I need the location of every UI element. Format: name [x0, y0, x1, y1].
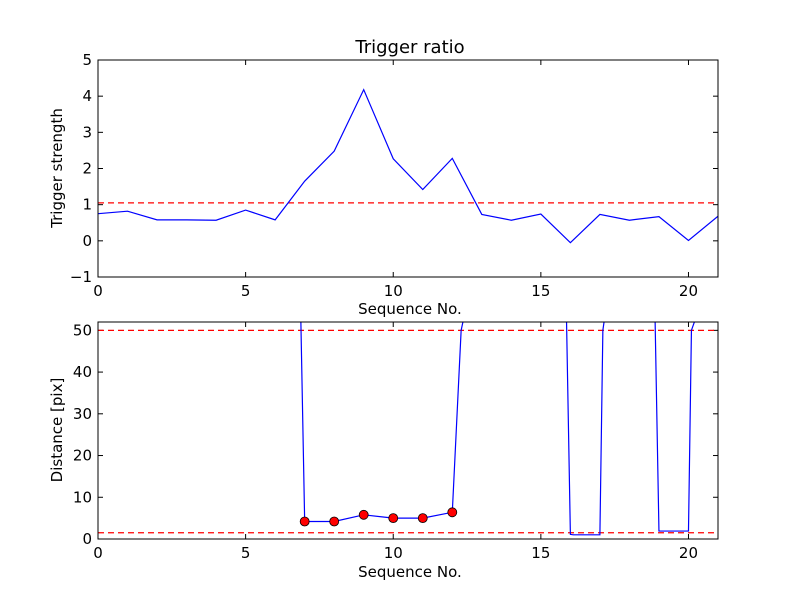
plot-area [98, 88, 718, 244]
y-tick-label: 40 [73, 363, 92, 381]
data-point [388, 513, 399, 524]
y-tick-label: 4 [82, 87, 92, 105]
y-tick-label: 1 [82, 196, 92, 214]
x-ticks: 0 5 10 15 20 [93, 322, 698, 562]
x-tick-label: 5 [241, 544, 251, 562]
y-tick-label: 30 [73, 405, 92, 423]
top-chart: Trigger ratio Sequence No. Trigger stren… [48, 37, 719, 318]
x-tick-label: 0 [93, 282, 103, 300]
x-tick-label: 20 [679, 282, 698, 300]
x-tick-label: 5 [241, 282, 251, 300]
bottom-chart: Sequence No. Distance [pix] 0 5 10 15 20 0 10… [48, 321, 719, 581]
y-tick-label: 10 [73, 488, 92, 506]
chart-title: Trigger ratio [354, 37, 464, 58]
x-tick-label: 10 [384, 544, 403, 562]
y-tick-label: 50 [73, 321, 92, 339]
y-ticks: −1 0 1 2 3 4 5 [70, 51, 718, 286]
plot-area [98, 322, 718, 536]
data-point [447, 507, 458, 518]
x-ticks: 0 5 10 15 20 [93, 60, 698, 300]
y-tick-label: 20 [73, 447, 92, 465]
y-tick-label: −1 [70, 268, 92, 286]
y-tick-label: 0 [82, 232, 92, 250]
y-tick-label: 3 [82, 123, 92, 141]
x-tick-label: 20 [679, 544, 698, 562]
y-tick-label: 0 [82, 530, 92, 548]
x-tick-label: 15 [531, 544, 550, 562]
x-axis-label: Sequence No. [358, 563, 462, 581]
y-ticks: 0 10 20 30 40 50 [73, 321, 718, 548]
y-axis-label: Distance [pix] [48, 378, 66, 483]
data-point [417, 513, 428, 524]
x-tick-label: 15 [531, 282, 550, 300]
y-axis-label: Trigger strength [48, 108, 66, 229]
y-tick-label: 5 [82, 51, 92, 69]
data-point [358, 509, 369, 520]
data-point [329, 516, 340, 527]
x-axis-label: Sequence No. [358, 300, 462, 318]
axes-frame [97, 59, 719, 278]
series-line [300, 322, 696, 536]
y-tick-label: 2 [82, 160, 92, 178]
axes-frame [97, 321, 719, 540]
x-tick-label: 0 [93, 544, 103, 562]
x-tick-label: 10 [384, 282, 403, 300]
data-point [299, 516, 310, 527]
series-line [98, 88, 718, 244]
